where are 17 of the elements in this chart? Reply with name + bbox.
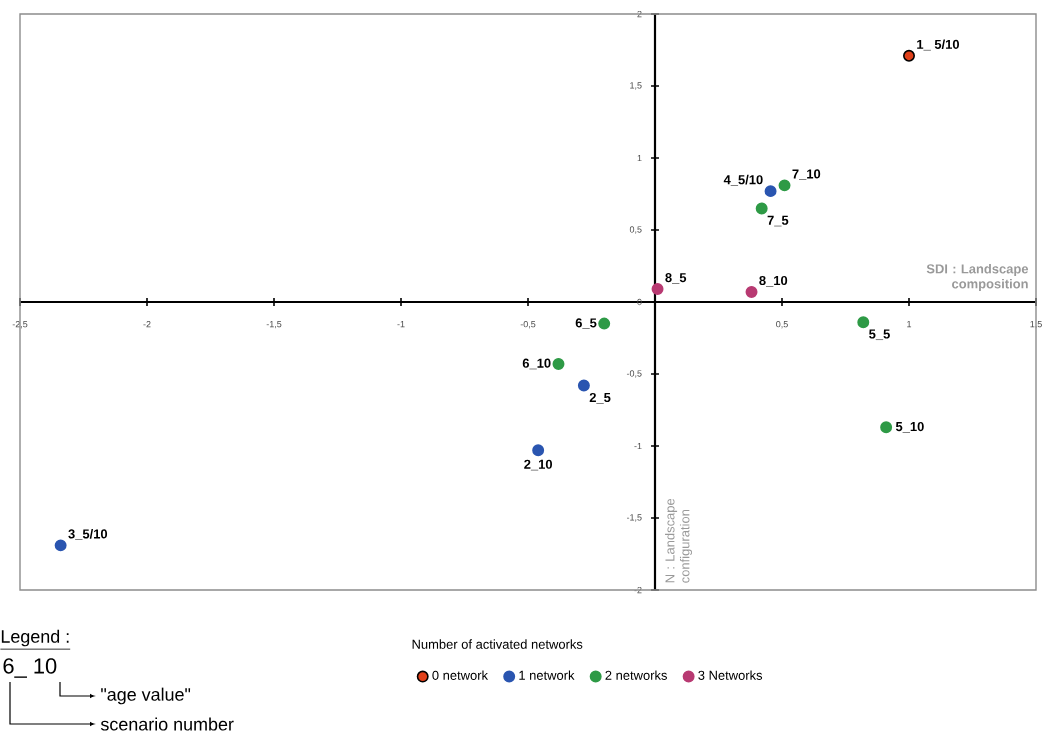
text: scenario number bbox=[100, 717, 234, 731]
point bbox=[778, 179, 791, 192]
point bbox=[880, 421, 893, 434]
point bbox=[552, 357, 565, 370]
point bbox=[857, 316, 870, 329]
point bbox=[651, 283, 664, 296]
point bbox=[598, 317, 611, 330]
point bbox=[764, 185, 777, 198]
text: "age value" bbox=[101, 687, 191, 705]
point bbox=[755, 202, 768, 215]
text: Legend : bbox=[1, 629, 69, 647]
point bbox=[745, 285, 758, 298]
text: 6_ 10 bbox=[3, 658, 57, 678]
point bbox=[54, 539, 67, 552]
point bbox=[903, 49, 915, 62]
point bbox=[577, 379, 590, 392]
point bbox=[532, 444, 545, 457]
